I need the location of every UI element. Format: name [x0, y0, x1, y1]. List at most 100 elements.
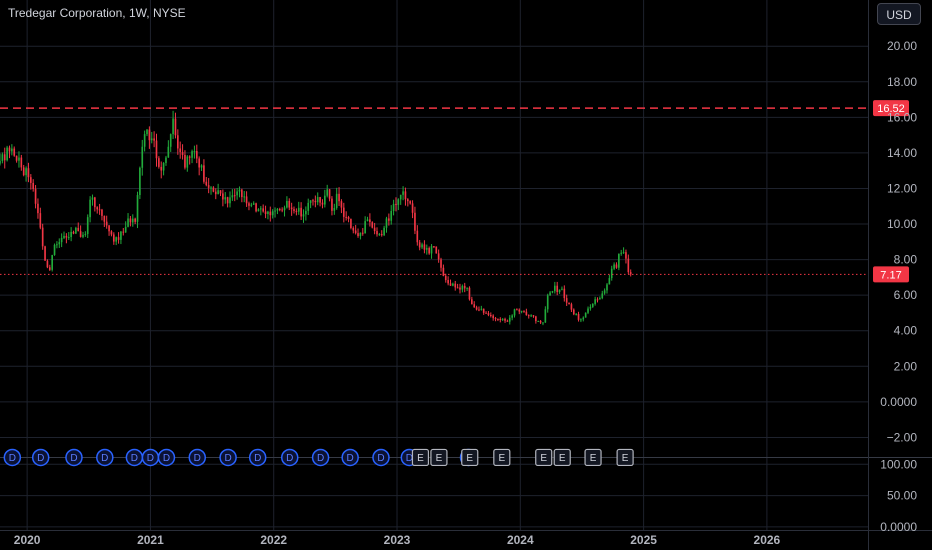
- candle: [568, 302, 570, 305]
- candle: [134, 217, 136, 225]
- candle: [139, 166, 141, 199]
- candle-body: [558, 289, 561, 292]
- candle-body: [295, 210, 298, 212]
- candle: [459, 283, 461, 294]
- candle: [200, 164, 203, 171]
- candle-body: [77, 227, 80, 232]
- candle-body: [425, 248, 428, 250]
- candle-body: [539, 320, 542, 323]
- candle: [117, 232, 120, 244]
- candle: [302, 209, 305, 223]
- dividend-marker-circle: [248, 448, 267, 467]
- price-axis-tick-label: 8.00: [894, 253, 918, 267]
- last-price-price-label-bg: [873, 266, 909, 283]
- dividend-marker-label: D: [101, 453, 108, 464]
- dividend-marker-label: D: [254, 453, 261, 464]
- candle: [288, 198, 291, 211]
- candle-body: [293, 209, 295, 211]
- candle: [6, 145, 8, 162]
- candle: [492, 314, 495, 321]
- dividend-marker[interactable]: D: [65, 448, 83, 467]
- candle: [309, 200, 312, 209]
- candle-body: [352, 227, 355, 231]
- candle-body: [20, 157, 23, 168]
- candle-body: [238, 189, 241, 192]
- currency-button[interactable]: USD: [877, 3, 921, 25]
- candle: [390, 205, 393, 225]
- dividend-marker[interactable]: D: [96, 448, 114, 467]
- dividend-marker[interactable]: D: [248, 448, 267, 467]
- candle-body: [39, 213, 42, 228]
- candle-body: [200, 165, 203, 168]
- candle: [516, 308, 518, 311]
- candle-body: [162, 162, 165, 171]
- earnings-marker[interactable]: E: [535, 448, 553, 467]
- candle-body: [286, 200, 288, 208]
- dividend-marker[interactable]: D: [157, 448, 176, 467]
- candle-body: [193, 150, 196, 152]
- dividend-marker[interactable]: D: [3, 448, 22, 467]
- dividend-marker[interactable]: D: [372, 448, 390, 467]
- dividend-marker[interactable]: D: [311, 448, 330, 467]
- candle: [278, 207, 281, 212]
- earnings-marker[interactable]: E: [584, 448, 602, 467]
- dividend-marker[interactable]: D: [141, 448, 160, 467]
- resistance-price-label: 16.52: [873, 100, 909, 117]
- candle-body: [518, 309, 521, 312]
- candle-body: [89, 199, 91, 218]
- dividend-marker[interactable]: D: [341, 448, 359, 467]
- candle-body: [499, 319, 502, 321]
- earnings-marker-label: E: [436, 453, 443, 464]
- candle-body: [542, 322, 544, 324]
- candle-body: [340, 201, 343, 208]
- dividend-marker-label: D: [286, 453, 293, 464]
- earnings-marker[interactable]: E: [493, 448, 511, 467]
- earnings-marker[interactable]: E: [461, 448, 479, 467]
- candle: [86, 214, 89, 239]
- candle-body: [551, 291, 554, 293]
- candle: [262, 204, 265, 213]
- candle: [27, 162, 30, 183]
- candle-body: [466, 287, 468, 289]
- earnings-marker[interactable]: E: [430, 448, 448, 467]
- dividend-marker[interactable]: D: [31, 448, 50, 467]
- candle-body: [46, 260, 49, 268]
- candle: [212, 186, 215, 193]
- candle-body: [32, 182, 35, 189]
- price-axis-tick-label: 4.00: [894, 324, 918, 338]
- earnings-marker[interactable]: E: [616, 448, 634, 467]
- candle-body: [160, 166, 163, 171]
- candle-body: [139, 167, 141, 196]
- candle-body: [283, 207, 286, 211]
- candle-body: [205, 181, 208, 186]
- candle-body: [56, 244, 58, 246]
- dividend-marker-circle: [157, 448, 176, 467]
- dividend-marker[interactable]: D: [280, 448, 299, 467]
- earnings-marker[interactable]: E: [411, 448, 430, 467]
- candle-body: [1, 154, 4, 161]
- candle: [269, 206, 272, 222]
- candle-body: [96, 207, 99, 210]
- candle-body: [615, 264, 618, 268]
- candle: [238, 186, 241, 198]
- candle: [347, 215, 350, 223]
- dividend-marker[interactable]: D: [125, 448, 144, 467]
- candle: [153, 131, 155, 148]
- candle: [60, 233, 63, 248]
- candle-body: [568, 302, 570, 305]
- candle: [314, 195, 317, 208]
- candle-body: [357, 233, 359, 237]
- dividend-marker[interactable]: D: [188, 448, 207, 467]
- dividend-marker[interactable]: D: [219, 448, 237, 467]
- candle-body: [25, 168, 27, 176]
- candle-body: [433, 246, 435, 248]
- candle: [437, 249, 440, 263]
- candle-body: [497, 318, 499, 320]
- candle-body: [231, 195, 234, 198]
- candle: [94, 196, 96, 212]
- candle: [167, 140, 170, 158]
- candle: [148, 126, 151, 149]
- earnings-marker[interactable]: E: [553, 448, 571, 467]
- candle: [141, 139, 144, 176]
